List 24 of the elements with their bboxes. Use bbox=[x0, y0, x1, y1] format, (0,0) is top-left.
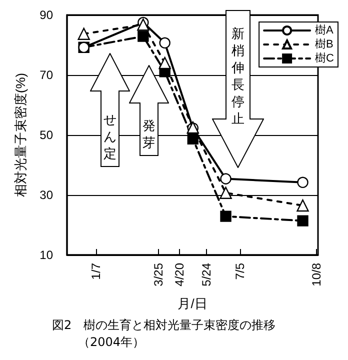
y-tick-label: 70 bbox=[40, 68, 54, 82]
y-tick-label: 90 bbox=[40, 8, 54, 22]
legend-label: 樹B bbox=[315, 38, 334, 50]
legend-label: 樹C bbox=[315, 52, 334, 64]
y-tick-label: 50 bbox=[40, 128, 54, 142]
annotation: 新梢伸長停止 bbox=[230, 26, 246, 128]
up-arrow: 発芽 bbox=[129, 65, 169, 156]
x-tick-label: 7/5 bbox=[233, 262, 248, 280]
down-arrow: 新梢伸長停止 bbox=[212, 10, 264, 168]
x-tick-label: 3/25 bbox=[151, 262, 166, 286]
x-axis-title: 月/日 bbox=[178, 296, 208, 311]
text: （2004年） bbox=[77, 334, 146, 351]
x-tick-label: 1/7 bbox=[88, 262, 103, 280]
annotation: せん定 bbox=[102, 112, 118, 163]
y-tick-label: 30 bbox=[40, 188, 54, 202]
y-axis-title: 相対光量子束密度(%) bbox=[13, 72, 28, 198]
y-tick-label: 10 bbox=[40, 248, 54, 262]
text: 図2 樹の生育と相対光量子束密度の推移 bbox=[51, 317, 277, 334]
x-tick-label: 10/8 bbox=[309, 262, 324, 286]
x-tick-label: 4/20 bbox=[172, 262, 186, 286]
annotation: 発芽 bbox=[142, 118, 156, 152]
x-tick-label: 5/24 bbox=[200, 262, 214, 286]
up-arrow: せん定 bbox=[90, 53, 130, 167]
legend-label: 樹A bbox=[315, 24, 334, 36]
